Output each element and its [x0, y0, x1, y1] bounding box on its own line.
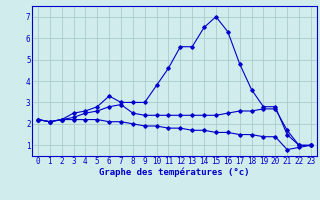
- X-axis label: Graphe des températures (°c): Graphe des températures (°c): [99, 168, 250, 177]
